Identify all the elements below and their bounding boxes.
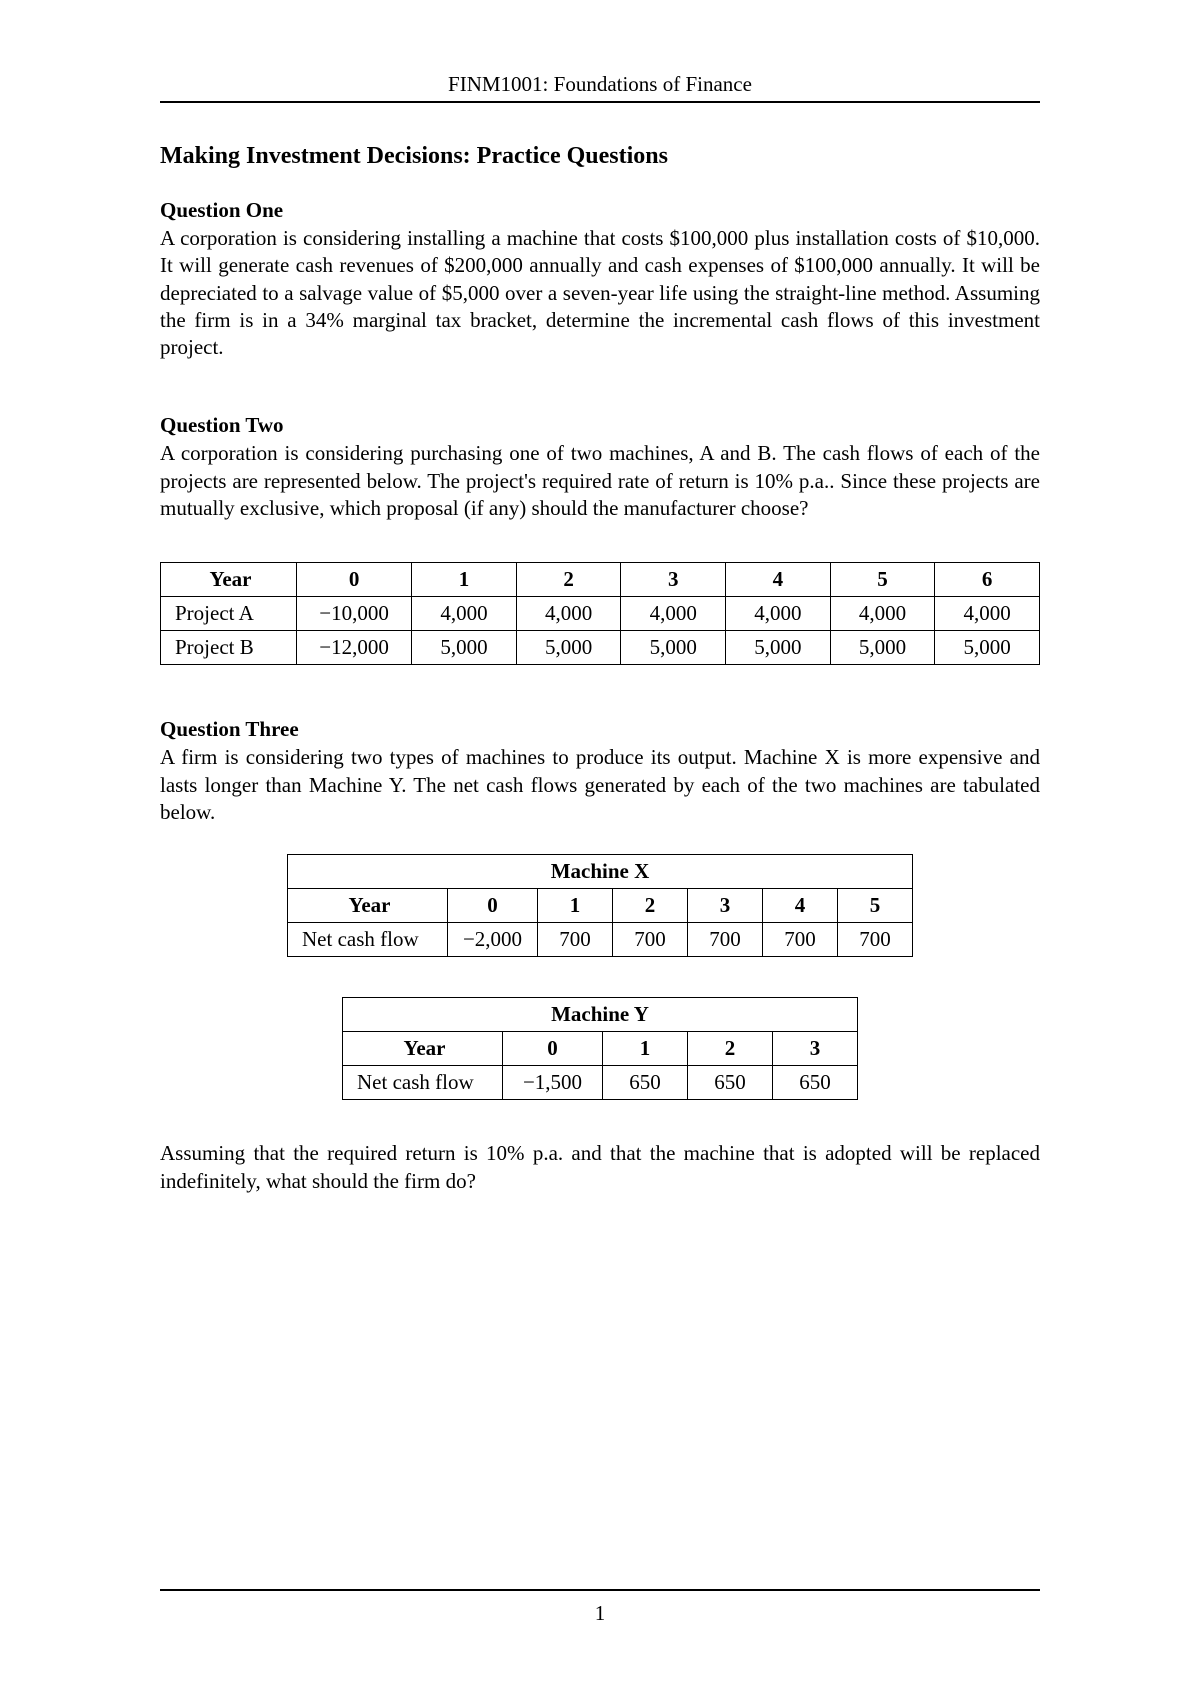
spacer xyxy=(160,401,1040,413)
table-year-header: 2 xyxy=(613,889,688,923)
page-number: 1 xyxy=(160,1589,1040,1626)
table-title: Machine X xyxy=(288,855,913,889)
question3-table-y: Machine YYear0123Net cash flow−1,5006506… xyxy=(342,997,858,1100)
question2-body: A corporation is considering purchasing … xyxy=(160,440,1040,522)
table-cell: 4,000 xyxy=(935,597,1040,631)
question2-table: Year0123456Project A−10,0004,0004,0004,0… xyxy=(160,562,1040,665)
question3-body: A firm is considering two types of machi… xyxy=(160,744,1040,826)
question1-title: Question One xyxy=(160,198,1040,223)
table-cell: 4,000 xyxy=(726,597,831,631)
table-cell: 5,000 xyxy=(621,631,726,665)
table-header-label: Year xyxy=(161,563,297,597)
table-year-header: 4 xyxy=(726,563,831,597)
table-cell: 4,000 xyxy=(830,597,935,631)
table-year-header: 3 xyxy=(688,889,763,923)
table-year-header: 1 xyxy=(412,563,517,597)
table-cell: 5,000 xyxy=(830,631,935,665)
table-title: Machine Y xyxy=(343,998,858,1032)
table-cell: −10,000 xyxy=(297,597,412,631)
table-cell: 4,000 xyxy=(412,597,517,631)
table-cell: −2,000 xyxy=(448,923,538,957)
table-cell: 4,000 xyxy=(516,597,621,631)
table-year-header: 0 xyxy=(297,563,412,597)
table-row-label: Net cash flow xyxy=(343,1066,503,1100)
table-header-label: Year xyxy=(288,889,448,923)
table-cell: 5,000 xyxy=(935,631,1040,665)
table-row-label: Net cash flow xyxy=(288,923,448,957)
page-footer: 1 xyxy=(160,1589,1040,1626)
table-cell: 700 xyxy=(613,923,688,957)
table-cell: 700 xyxy=(763,923,838,957)
table-year-header: 5 xyxy=(838,889,913,923)
table-year-header: 2 xyxy=(688,1032,773,1066)
question1-body: A corporation is considering installing … xyxy=(160,225,1040,361)
table-cell: 5,000 xyxy=(726,631,831,665)
table-year-header: 0 xyxy=(448,889,538,923)
question3-title: Question Three xyxy=(160,717,1040,742)
table-cell: 700 xyxy=(538,923,613,957)
question3-closing: Assuming that the required return is 10%… xyxy=(160,1140,1040,1195)
table-cell: 5,000 xyxy=(516,631,621,665)
table-cell: 650 xyxy=(688,1066,773,1100)
spacer xyxy=(160,705,1040,717)
question3-table-x: Machine XYear012345Net cash flow−2,00070… xyxy=(287,854,913,957)
main-title: Making Investment Decisions: Practice Qu… xyxy=(160,143,1040,170)
table-year-header: 5 xyxy=(830,563,935,597)
table-cell: −1,500 xyxy=(503,1066,603,1100)
table-year-header: 3 xyxy=(773,1032,858,1066)
table-year-header: 6 xyxy=(935,563,1040,597)
table-cell: 5,000 xyxy=(412,631,517,665)
table-row-label: Project B xyxy=(161,631,297,665)
table-year-header: 4 xyxy=(763,889,838,923)
table-cell: −12,000 xyxy=(297,631,412,665)
table-cell: 700 xyxy=(688,923,763,957)
table-cell: 700 xyxy=(838,923,913,957)
table-header-label: Year xyxy=(343,1032,503,1066)
page: FINM1001: Foundations of Finance Making … xyxy=(0,0,1200,1698)
question2-title: Question Two xyxy=(160,413,1040,438)
table-cell: 650 xyxy=(603,1066,688,1100)
page-header: FINM1001: Foundations of Finance xyxy=(160,72,1040,103)
table-year-header: 0 xyxy=(503,1032,603,1066)
table-row-label: Project A xyxy=(161,597,297,631)
table-cell: 650 xyxy=(773,1066,858,1100)
table-year-header: 1 xyxy=(538,889,613,923)
table-cell: 4,000 xyxy=(621,597,726,631)
table-year-header: 2 xyxy=(516,563,621,597)
table-year-header: 3 xyxy=(621,563,726,597)
table-year-header: 1 xyxy=(603,1032,688,1066)
